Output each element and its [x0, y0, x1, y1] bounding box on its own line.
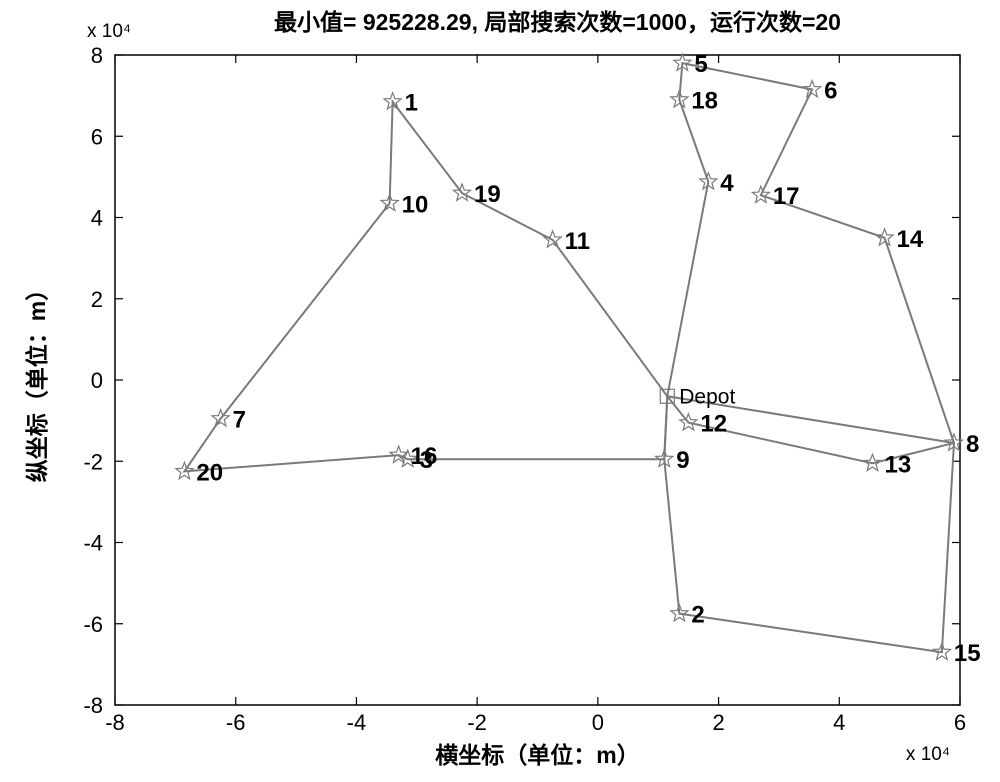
x-axis-label: 横坐标（单位：m）	[435, 742, 639, 768]
x-tick-label: -4	[347, 710, 367, 735]
y-exponent: x 10⁴	[87, 21, 131, 42]
y-tick-label: -8	[83, 693, 103, 718]
node-label-14: 14	[897, 226, 924, 253]
y-tick-label: -6	[83, 612, 103, 637]
y-tick-label: 0	[91, 368, 103, 393]
y-tick-label: 6	[91, 124, 103, 149]
node-label-8: 8	[966, 431, 979, 458]
node-label-10: 10	[402, 191, 429, 218]
plot-border	[115, 55, 960, 705]
x-tick-label: 4	[833, 710, 845, 735]
node-label-4: 4	[720, 170, 734, 197]
node-label-15: 15	[954, 640, 981, 667]
x-tick-label: -2	[467, 710, 487, 735]
x-tick-label: 0	[592, 710, 604, 735]
y-tick-label: -4	[83, 531, 103, 556]
node-label-13: 13	[884, 451, 911, 478]
node-label-19: 19	[474, 181, 501, 208]
y-tick-label: 2	[91, 287, 103, 312]
y-tick-label: 8	[91, 43, 103, 68]
route-chart-svg: -8-6-4-20246-8-6-4-202468x 10⁴x 10⁴横坐标（单…	[0, 0, 1000, 782]
node-label-7: 7	[233, 407, 246, 434]
x-tick-label: -8	[105, 710, 125, 735]
x-exponent: x 10⁴	[906, 744, 950, 765]
chart-title: 最小值= 925228.29, 局部搜索次数=1000，运行次数=20	[274, 9, 841, 35]
node-label-17: 17	[773, 183, 800, 210]
y-tick-label: -2	[83, 449, 103, 474]
y-tick-label: 4	[91, 206, 103, 231]
node-label-20: 20	[196, 459, 223, 486]
node-label-5: 5	[694, 51, 707, 78]
depot-label: Depot	[679, 385, 735, 408]
node-label-11: 11	[565, 228, 590, 255]
chart-container: -8-6-4-20246-8-6-4-202468x 10⁴x 10⁴横坐标（单…	[0, 0, 1000, 782]
y-axis-label: 纵坐标（单位：m）	[24, 278, 50, 482]
node-label-16: 16	[411, 443, 438, 470]
node-label-18: 18	[691, 88, 718, 115]
x-tick-label: 2	[712, 710, 724, 735]
x-tick-label: -6	[226, 710, 246, 735]
node-label-1: 1	[405, 90, 418, 117]
node-label-12: 12	[700, 411, 727, 438]
route-1	[184, 102, 667, 472]
node-label-6: 6	[824, 78, 837, 105]
x-tick-label: 6	[954, 710, 966, 735]
node-label-2: 2	[691, 602, 704, 629]
node-label-9: 9	[676, 447, 689, 474]
